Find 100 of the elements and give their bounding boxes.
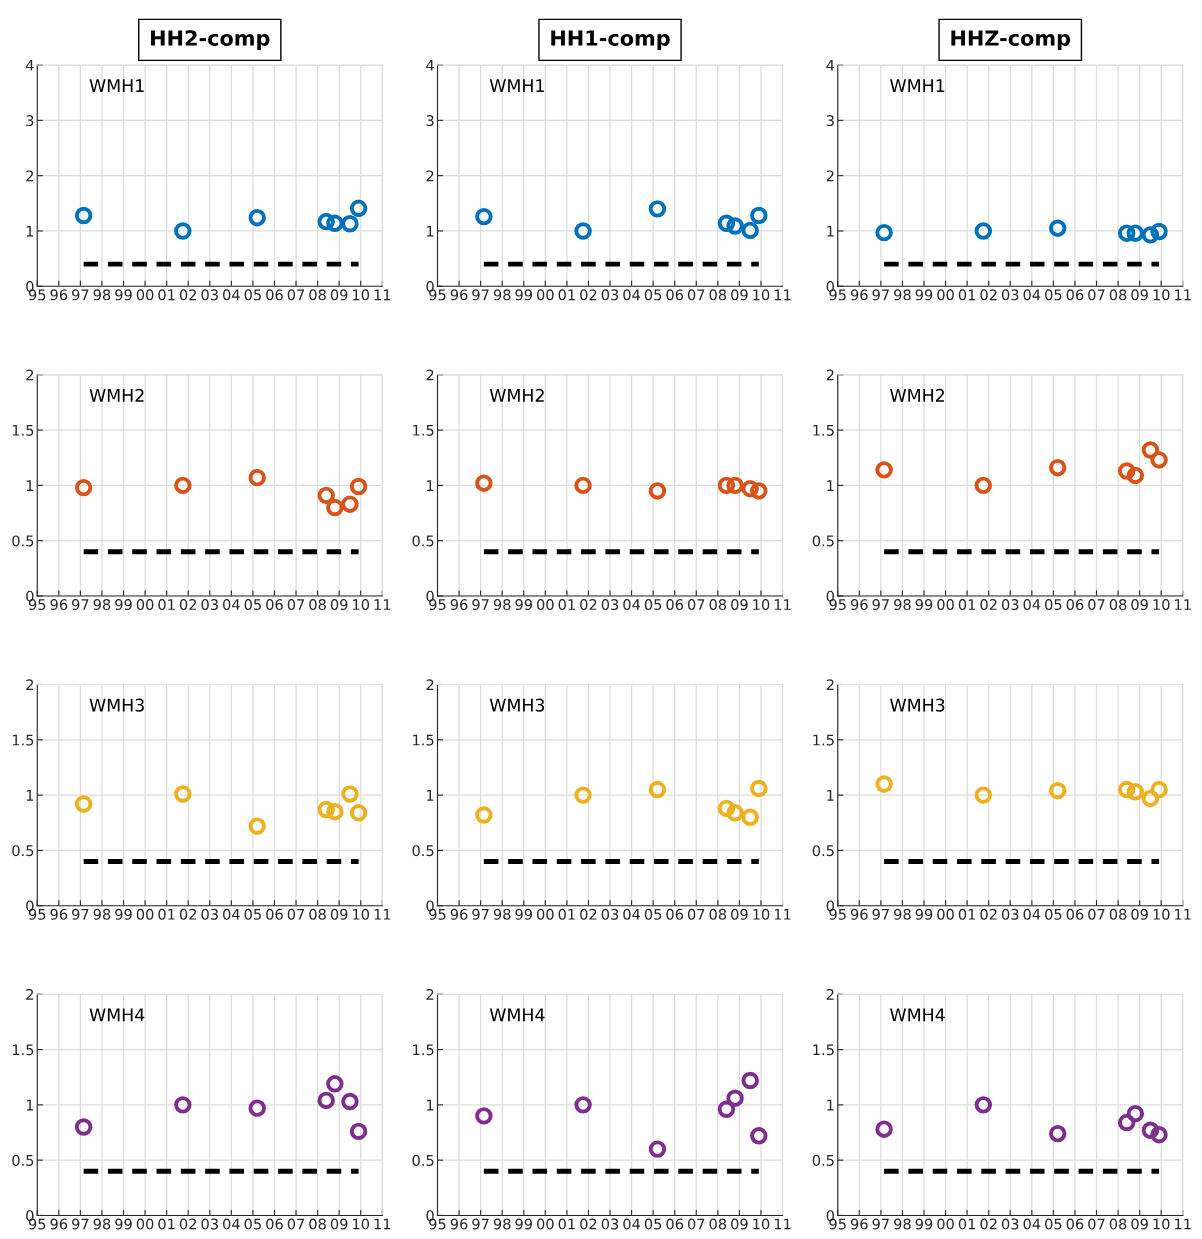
x-tick-label: 07 [287,1218,305,1230]
y-tick-label: 1 [827,480,834,491]
y-tick-label: 1 [26,790,34,801]
y-tick-label: 2 [826,988,834,1000]
x-tick-label: 05 [1045,289,1062,301]
x-tick-label: 10 [753,599,770,611]
x-tick-label: 98 [93,289,111,301]
x-tick-label: 02 [179,908,197,920]
x-tick-label: 07 [287,599,305,611]
x-tick-label: 11 [374,289,391,301]
x-tick-label: 10 [353,908,370,920]
y-tick-label: 1.5 [813,424,834,436]
x-tick-label: 07 [1088,289,1105,301]
x-tick-label: 09 [1131,599,1148,611]
x-tick-label: 06 [666,289,684,301]
x-tick-label: 00 [537,908,554,920]
x-tick-label: 10 [753,908,770,920]
annotation: WMH1 [89,79,144,92]
x-tick-label: 04 [223,1218,240,1230]
x-tick-label: 10 [1153,289,1170,301]
x-tick-label: 01 [158,289,175,301]
x-tick-label: 02 [580,908,597,920]
y-tick-label: 1 [427,1099,434,1111]
y-tick-label: 4 [826,59,835,71]
y-tick-label: 2 [26,679,34,691]
y-tick-label: 1 [26,480,34,491]
y-tick-label: 0.5 [412,1154,434,1166]
x-tick-label: 05 [644,908,662,920]
x-tick-label: 11 [1175,289,1191,301]
y-tick-label: 2 [426,369,434,381]
x-tick-label: 00 [937,289,954,301]
y-tick-label: 1 [26,1099,34,1111]
x-tick-label: 04 [1023,1218,1041,1230]
chart-title: HHZ-comp [951,30,1071,50]
x-tick-label: 96 [450,908,468,920]
annotation: WMH3 [489,698,545,712]
x-tick-label: 10 [353,599,370,611]
x-tick-label: 03 [201,599,218,611]
x-tick-label: 06 [266,1218,283,1230]
x-tick-label: 96 [50,1218,68,1230]
x-tick-label: 06 [666,908,684,920]
y-tick-label: 2 [26,170,34,182]
x-tick-label: 05 [244,908,261,920]
x-tick-label: 06 [1066,1218,1084,1230]
x-tick-label: 98 [493,908,511,920]
x-tick-label: 05 [244,1218,261,1230]
x-tick-label: 99 [515,908,533,920]
y-tick-label: 0.5 [12,1154,34,1166]
annotation: WMH1 [890,79,945,92]
x-tick-label: 00 [537,1218,554,1230]
x-tick-label: 02 [980,289,997,301]
x-tick-label: 06 [666,599,684,611]
x-tick-label: 01 [158,1218,175,1230]
x-tick-label: 07 [687,908,705,920]
y-tick-label: 1 [827,225,834,237]
x-tick-label: 97 [872,1218,889,1230]
y-tick-label: 1.5 [413,734,434,746]
x-tick-label: 02 [580,289,597,301]
x-tick-label: 08 [309,599,326,611]
x-tick-label: 96 [50,908,68,920]
x-tick-label: 04 [223,908,240,920]
y-tick-label: 1 [427,790,434,801]
x-tick-label: 09 [330,908,348,920]
x-tick-label: 05 [1045,1218,1062,1230]
y-tick-label: 1 [827,790,834,801]
x-tick-label: 99 [115,1218,132,1230]
x-tick-label: 09 [731,1218,748,1230]
x-tick-label: 00 [937,599,954,611]
x-tick-label: 96 [850,289,868,301]
x-tick-label: 03 [1001,908,1019,920]
x-tick-label: 01 [158,599,175,611]
x-tick-label: 97 [72,599,89,611]
x-tick-label: 10 [753,1218,770,1230]
y-tick-label: 2 [826,170,834,182]
x-tick-label: 98 [894,289,911,301]
x-tick-label: 00 [537,599,554,611]
x-tick-label: 04 [1023,908,1041,920]
x-tick-label: 09 [731,289,748,301]
x-tick-label: 10 [353,1218,370,1230]
x-tick-label: 02 [580,1218,597,1230]
annotation: WMH4 [489,1008,545,1022]
chart-title: HH1-comp [551,30,670,50]
x-tick-label: 01 [958,908,976,920]
x-tick-label: 01 [958,289,976,301]
x-tick-label: 10 [1153,908,1170,920]
x-tick-label: 09 [731,908,748,920]
x-tick-label: 02 [179,599,197,611]
y-tick-label: 2 [426,679,434,691]
x-tick-label: 03 [201,1218,218,1230]
x-tick-label: 11 [374,599,391,610]
x-tick-label: 06 [1066,599,1084,611]
x-tick-label: 04 [623,289,641,301]
x-tick-label: 10 [1153,599,1170,611]
x-tick-label: 04 [223,289,240,301]
x-tick-label: 10 [1153,1218,1170,1230]
x-tick-label: 96 [50,599,68,611]
x-tick-label: 05 [244,289,261,301]
x-tick-label: 07 [1088,1218,1105,1230]
x-tick-label: 05 [1045,908,1062,920]
y-tick-label: 0.5 [412,845,434,857]
